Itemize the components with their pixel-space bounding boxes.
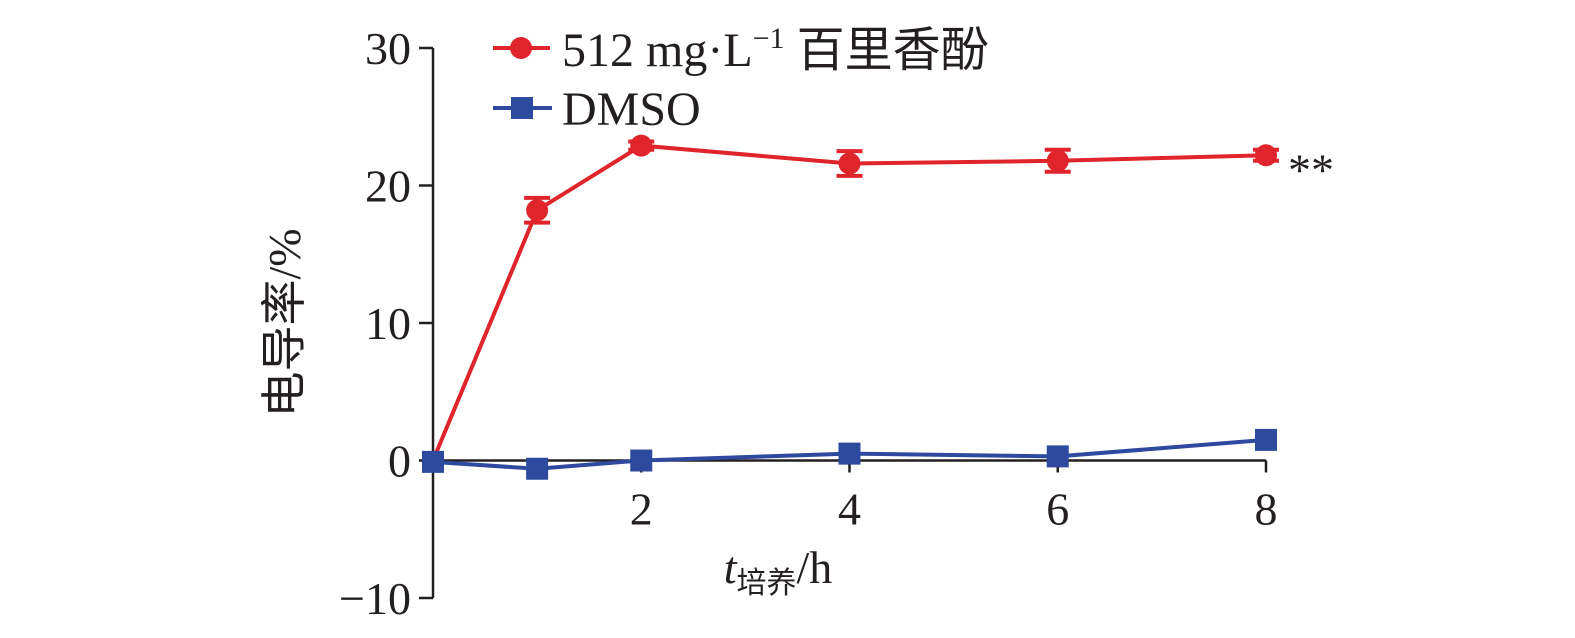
series-line-thymol: [431, 143, 1267, 462]
legend-label-thymol: 512 mg·L−1 百里香酚: [562, 22, 989, 77]
x-axis-title-var: t: [724, 542, 738, 593]
x-tick-label: 2: [630, 484, 653, 535]
series-line-dmso: [432, 437, 1267, 471]
data-point-dmso: [630, 449, 653, 472]
x-tick-label: 6: [1046, 484, 1069, 535]
series-dmso: [422, 428, 1277, 480]
y-tick-label: −10: [339, 573, 411, 624]
data-point-dmso: [1046, 445, 1069, 468]
y-tick-label: 20: [365, 161, 411, 212]
data-point-thymol: [838, 152, 861, 175]
x-tick-label: 4: [838, 484, 861, 535]
y-tick-label: 0: [388, 436, 411, 487]
x-axis-title-subscript: 培养: [737, 567, 797, 600]
legend-label-thymol-sup: −1: [753, 22, 785, 55]
data-point-thymol: [630, 134, 653, 157]
data-point-thymol: [1046, 149, 1069, 172]
x-tick-label: 8: [1255, 484, 1278, 535]
data-point-dmso: [422, 450, 444, 473]
data-point-dmso: [838, 442, 861, 465]
x-ticks: 2 4 6 8: [630, 460, 1278, 535]
x-axis-title-unit: /h: [797, 542, 833, 593]
data-point-dmso: [526, 457, 549, 480]
axes: 30 20 10 0 −10 2 4 6 8: [339, 23, 1277, 624]
legend-marker-thymol: [510, 37, 532, 59]
data-point-thymol: [526, 199, 549, 222]
legend: 512 mg·L−1 百里香酚 DMSO: [493, 22, 989, 136]
legend-entry-dmso: DMSO: [493, 83, 701, 136]
data-point-thymol: [1255, 144, 1277, 167]
y-ticks: 30 20 10 0 −10: [339, 23, 433, 624]
data-point-dmso: [1255, 428, 1277, 451]
series-thymol: [431, 134, 1279, 462]
legend-label-thymol-main: 512 mg·L: [562, 24, 753, 77]
annotation-layer: **: [1288, 144, 1334, 195]
legend-entry-thymol: 512 mg·L−1 百里香酚: [493, 22, 989, 77]
y-axis-title: 电导率/%: [259, 228, 310, 417]
series-layer: [422, 134, 1279, 480]
legend-label-dmso: DMSO: [562, 83, 701, 136]
y-tick-label: 30: [365, 23, 411, 74]
legend-marker-dmso: [511, 97, 533, 119]
y-tick-label: 10: [365, 298, 411, 349]
x-axis-title: t培养/h: [724, 542, 833, 600]
significance-annotation: **: [1288, 144, 1334, 195]
legend-label-thymol-suffix: 百里香酚: [785, 24, 989, 77]
